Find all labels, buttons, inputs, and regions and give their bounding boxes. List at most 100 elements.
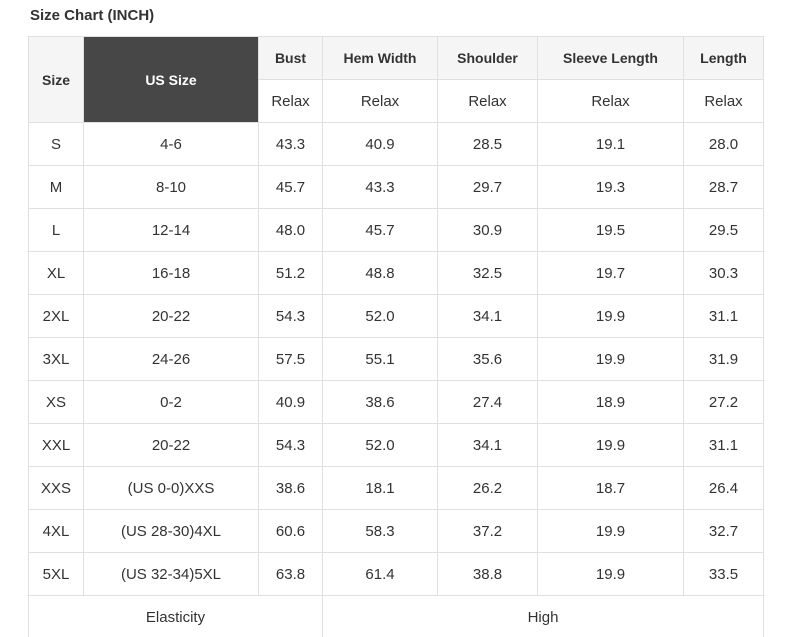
cell-hem-width: 48.8 [322, 251, 438, 295]
cell-us-size: 4-6 [83, 122, 259, 166]
cell-bust: 40.9 [258, 380, 323, 424]
header-bust: Bust [258, 36, 323, 80]
cell-length: 33.5 [683, 552, 764, 596]
cell-sleeve-length: 18.9 [537, 380, 684, 424]
cell-us-size: 24-26 [83, 337, 259, 381]
header-row-labels: Size US Size Bust Hem Width Shoulder Sle… [28, 36, 764, 123]
cell-hem-width: 45.7 [322, 208, 438, 252]
cell-shoulder: 30.9 [437, 208, 538, 252]
cell-size: 3XL [28, 337, 84, 381]
cell-length: 31.9 [683, 337, 764, 381]
cell-us-size: (US 32-34)5XL [83, 552, 259, 596]
cell-hem-width: 52.0 [322, 423, 438, 467]
cell-length: 26.4 [683, 466, 764, 510]
table-row: M 8-10 45.7 43.3 29.7 19.3 28.7 [28, 165, 764, 209]
table-row: 5XL (US 32-34)5XL 63.8 61.4 38.8 19.9 33.5 [28, 552, 764, 596]
cell-size: M [28, 165, 84, 209]
header-length: Length [683, 36, 764, 80]
cell-hem-width: 43.3 [322, 165, 438, 209]
cell-us-size: (US 28-30)4XL [83, 509, 259, 553]
cell-size: XS [28, 380, 84, 424]
table-row: S 4-6 43.3 40.9 28.5 19.1 28.0 [28, 122, 764, 166]
cell-shoulder: 26.2 [437, 466, 538, 510]
cell-shoulder: 29.7 [437, 165, 538, 209]
cell-size: XXL [28, 423, 84, 467]
cell-bust: 51.2 [258, 251, 323, 295]
cell-sleeve-length: 19.7 [537, 251, 684, 295]
table-header: Size US Size Bust Hem Width Shoulder Sle… [28, 36, 764, 123]
page-title: Size Chart (INCH) [30, 7, 155, 24]
cell-size: XL [28, 251, 84, 295]
cell-bust: 45.7 [258, 165, 323, 209]
table-row: 4XL (US 28-30)4XL 60.6 58.3 37.2 19.9 32.7 [28, 509, 764, 553]
cell-sleeve-length: 19.9 [537, 552, 684, 596]
cell-sleeve-length: 19.5 [537, 208, 684, 252]
cell-size: L [28, 208, 84, 252]
cell-size: XXS [28, 466, 84, 510]
cell-sleeve-length: 19.9 [537, 337, 684, 381]
cell-shoulder: 28.5 [437, 122, 538, 166]
cell-size: 4XL [28, 509, 84, 553]
cell-us-size: 0-2 [83, 380, 259, 424]
cell-bust: 48.0 [258, 208, 323, 252]
footer-row: Elasticity High [28, 595, 764, 637]
header-sleeve-length: Sleeve Length [537, 36, 684, 80]
cell-us-size: 20-22 [83, 423, 259, 467]
cell-hem-width: 52.0 [322, 294, 438, 338]
cell-shoulder: 35.6 [437, 337, 538, 381]
cell-sleeve-length: 19.9 [537, 509, 684, 553]
cell-shoulder: 34.1 [437, 294, 538, 338]
cell-size: 2XL [28, 294, 84, 338]
cell-bust: 57.5 [258, 337, 323, 381]
cell-hem-width: 58.3 [322, 509, 438, 553]
cell-length: 28.7 [683, 165, 764, 209]
cell-length: 28.0 [683, 122, 764, 166]
cell-bust: 43.3 [258, 122, 323, 166]
cell-length: 29.5 [683, 208, 764, 252]
cell-length: 31.1 [683, 294, 764, 338]
cell-size: 5XL [28, 552, 84, 596]
cell-length: 31.1 [683, 423, 764, 467]
table-row: 2XL 20-22 54.3 52.0 34.1 19.9 31.1 [28, 294, 764, 338]
header-shoulder: Shoulder [437, 36, 538, 80]
table-row: XXS (US 0-0)XXS 38.6 18.1 26.2 18.7 26.4 [28, 466, 764, 510]
cell-hem-width: 55.1 [322, 337, 438, 381]
cell-shoulder: 32.5 [437, 251, 538, 295]
cell-sleeve-length: 19.9 [537, 294, 684, 338]
cell-size: S [28, 122, 84, 166]
cell-us-size: (US 0-0)XXS [83, 466, 259, 510]
subheader-shoulder-relax: Relax [437, 79, 538, 123]
cell-length: 27.2 [683, 380, 764, 424]
cell-hem-width: 40.9 [322, 122, 438, 166]
cell-shoulder: 34.1 [437, 423, 538, 467]
subheader-length-relax: Relax [683, 79, 764, 123]
cell-bust: 63.8 [258, 552, 323, 596]
cell-bust: 54.3 [258, 423, 323, 467]
cell-bust: 54.3 [258, 294, 323, 338]
table-row: L 12-14 48.0 45.7 30.9 19.5 29.5 [28, 208, 764, 252]
table-row: XL 16-18 51.2 48.8 32.5 19.7 30.3 [28, 251, 764, 295]
cell-hem-width: 61.4 [322, 552, 438, 596]
elasticity-label: Elasticity [28, 595, 323, 637]
cell-sleeve-length: 19.1 [537, 122, 684, 166]
cell-shoulder: 27.4 [437, 380, 538, 424]
cell-hem-width: 38.6 [322, 380, 438, 424]
cell-sleeve-length: 18.7 [537, 466, 684, 510]
subheader-hem-width-relax: Relax [322, 79, 438, 123]
elasticity-value: High [322, 595, 764, 637]
header-hem-width: Hem Width [322, 36, 438, 80]
cell-shoulder: 37.2 [437, 509, 538, 553]
table-row: XXL 20-22 54.3 52.0 34.1 19.9 31.1 [28, 423, 764, 467]
header-us-size: US Size [83, 36, 259, 123]
table-body: S 4-6 43.3 40.9 28.5 19.1 28.0 M 8-10 45.7 43.3 29.… [28, 122, 764, 596]
cell-us-size: 20-22 [83, 294, 259, 338]
cell-sleeve-length: 19.3 [537, 165, 684, 209]
cell-sleeve-length: 19.9 [537, 423, 684, 467]
cell-us-size: 8-10 [83, 165, 259, 209]
table-row: 3XL 24-26 57.5 55.1 35.6 19.9 31.9 [28, 337, 764, 381]
header-size: Size [28, 36, 84, 123]
header-row-fit-type: Relax Relax Relax Relax Relax [29, 79, 764, 123]
subheader-sleeve-length-relax: Relax [537, 79, 684, 123]
table-row: XS 0-2 40.9 38.6 27.4 18.9 27.2 [28, 380, 764, 424]
table-footer: Elasticity High [28, 595, 764, 637]
